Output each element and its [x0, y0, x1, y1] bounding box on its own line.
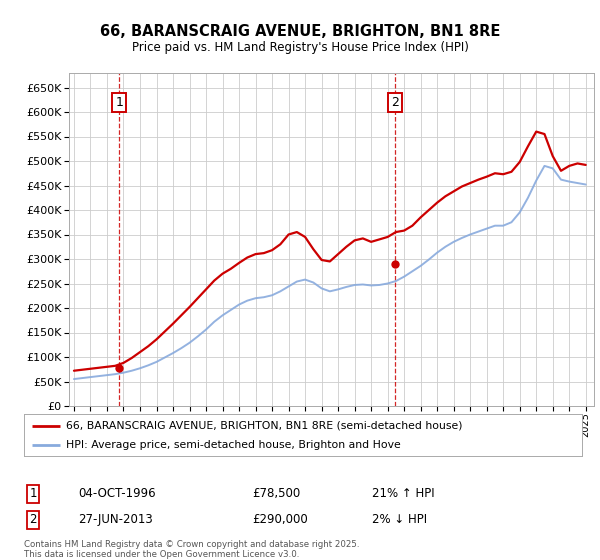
- Text: £78,500: £78,500: [252, 487, 300, 501]
- Text: 04-OCT-1996: 04-OCT-1996: [78, 487, 155, 501]
- Text: Contains HM Land Registry data © Crown copyright and database right 2025.
This d: Contains HM Land Registry data © Crown c…: [24, 540, 359, 559]
- Text: £290,000: £290,000: [252, 513, 308, 526]
- Text: HPI: Average price, semi-detached house, Brighton and Hove: HPI: Average price, semi-detached house,…: [66, 440, 401, 450]
- Text: 2: 2: [29, 513, 37, 526]
- Text: 66, BARANSCRAIG AVENUE, BRIGHTON, BN1 8RE: 66, BARANSCRAIG AVENUE, BRIGHTON, BN1 8R…: [100, 24, 500, 39]
- Text: 1: 1: [115, 96, 123, 109]
- Text: 2% ↓ HPI: 2% ↓ HPI: [372, 513, 427, 526]
- Text: 2: 2: [391, 96, 398, 109]
- Text: 27-JUN-2013: 27-JUN-2013: [78, 513, 153, 526]
- Text: Price paid vs. HM Land Registry's House Price Index (HPI): Price paid vs. HM Land Registry's House …: [131, 40, 469, 54]
- Text: 66, BARANSCRAIG AVENUE, BRIGHTON, BN1 8RE (semi-detached house): 66, BARANSCRAIG AVENUE, BRIGHTON, BN1 8R…: [66, 421, 463, 431]
- Text: 1: 1: [29, 487, 37, 501]
- Text: 21% ↑ HPI: 21% ↑ HPI: [372, 487, 434, 501]
